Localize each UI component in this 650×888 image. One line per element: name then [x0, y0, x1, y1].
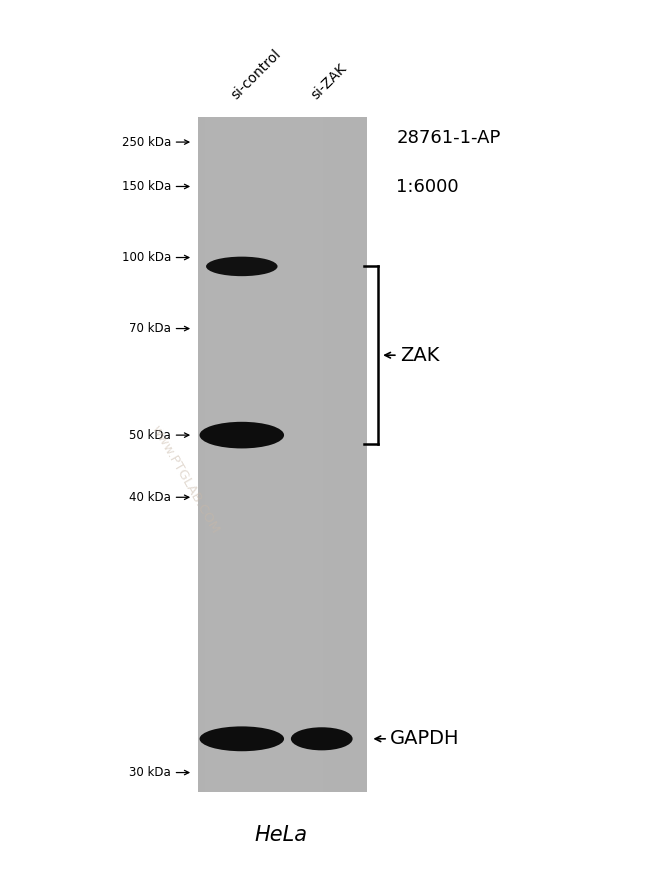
Text: 28761-1-AP: 28761-1-AP — [396, 129, 501, 147]
Text: ZAK: ZAK — [400, 345, 439, 365]
Text: 250 kDa: 250 kDa — [122, 136, 171, 148]
Text: 1:6000: 1:6000 — [396, 178, 459, 195]
Text: 100 kDa: 100 kDa — [122, 251, 171, 264]
Text: 50 kDa: 50 kDa — [129, 429, 171, 441]
Text: si-control: si-control — [229, 47, 284, 102]
Text: GAPDH: GAPDH — [390, 729, 460, 749]
Text: www.PTGLAB.COM: www.PTGLAB.COM — [149, 423, 222, 536]
Bar — [198, 117, 367, 792]
Ellipse shape — [200, 422, 284, 448]
Ellipse shape — [200, 726, 284, 751]
Bar — [205, 117, 323, 792]
Text: HeLa: HeLa — [254, 825, 307, 844]
Text: 40 kDa: 40 kDa — [129, 491, 171, 503]
Text: 150 kDa: 150 kDa — [122, 180, 171, 193]
Ellipse shape — [206, 257, 278, 276]
Text: si-ZAK: si-ZAK — [309, 61, 350, 102]
Ellipse shape — [291, 727, 352, 750]
Text: 30 kDa: 30 kDa — [129, 766, 171, 779]
Text: 70 kDa: 70 kDa — [129, 322, 171, 335]
